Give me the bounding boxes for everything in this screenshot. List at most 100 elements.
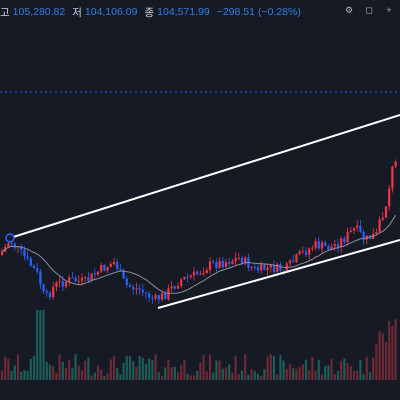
volume-bar bbox=[87, 357, 90, 380]
volume-bar bbox=[26, 370, 29, 380]
candle-body bbox=[10, 243, 13, 245]
volume-bar bbox=[288, 364, 292, 380]
candle-body bbox=[384, 206, 388, 218]
candle-body bbox=[292, 260, 295, 263]
candle-body bbox=[173, 286, 176, 289]
volume-bar bbox=[381, 333, 384, 380]
volume-bar bbox=[64, 368, 68, 380]
volume-bar bbox=[125, 356, 128, 380]
low-value: 104,106.09 bbox=[84, 6, 138, 18]
candle-body bbox=[324, 242, 327, 247]
volume-bar bbox=[272, 355, 276, 380]
volume-bar bbox=[103, 375, 106, 380]
candle-body bbox=[122, 270, 125, 279]
volume-bar bbox=[128, 356, 132, 380]
volume-bar bbox=[180, 364, 183, 380]
volume-bar bbox=[119, 374, 122, 380]
candle-body bbox=[125, 278, 128, 285]
volume-bar bbox=[253, 371, 256, 380]
volume-bar bbox=[282, 360, 285, 380]
volume-bar bbox=[106, 373, 109, 380]
volume-bars bbox=[0, 310, 397, 380]
volume-bar bbox=[151, 360, 154, 380]
candle-body bbox=[119, 269, 122, 271]
volume-bar bbox=[240, 370, 244, 380]
volume-bar bbox=[212, 372, 215, 380]
volume-bar bbox=[298, 366, 301, 380]
candle-body bbox=[228, 262, 231, 265]
volume-bar bbox=[186, 373, 189, 380]
candle-body bbox=[359, 225, 362, 232]
candle-body bbox=[61, 281, 64, 287]
high-value: 105,280.82 bbox=[12, 6, 66, 18]
settings-icon[interactable]: ⚙ bbox=[344, 4, 354, 15]
candle-body bbox=[260, 264, 263, 271]
volume-bar bbox=[384, 342, 388, 380]
volume-bar bbox=[250, 369, 253, 380]
volume-bar bbox=[317, 359, 320, 380]
volume-bar bbox=[215, 360, 218, 380]
candle-body bbox=[288, 260, 292, 264]
candle-body bbox=[141, 289, 144, 293]
candle-body bbox=[144, 292, 148, 294]
volume-bar bbox=[55, 373, 58, 380]
volume-bar bbox=[93, 372, 96, 380]
candle-body bbox=[375, 232, 378, 234]
candle-body bbox=[266, 267, 269, 270]
candle-body bbox=[109, 264, 112, 268]
volume-bar bbox=[164, 367, 167, 380]
candle-body bbox=[135, 288, 138, 290]
candle-body bbox=[7, 243, 10, 247]
candle-body bbox=[77, 280, 80, 282]
volume-bar bbox=[359, 360, 362, 380]
volume-bar bbox=[208, 354, 212, 380]
volume-bar bbox=[23, 369, 26, 380]
candle-body bbox=[269, 264, 272, 268]
volume-bar bbox=[340, 360, 343, 380]
volume-bar bbox=[247, 374, 250, 380]
plus-icon[interactable]: + bbox=[386, 5, 392, 15]
volume-bar bbox=[96, 365, 100, 380]
upper-trendline[interactable] bbox=[9, 114, 400, 239]
square-icon[interactable]: ◻ bbox=[365, 4, 373, 15]
volume-bar bbox=[365, 356, 368, 380]
candle-body bbox=[394, 161, 397, 167]
candle-body bbox=[349, 230, 352, 233]
lower-trendline[interactable] bbox=[157, 239, 400, 309]
volume-bar bbox=[0, 370, 4, 380]
candle-body bbox=[205, 270, 208, 274]
candle-body bbox=[151, 297, 154, 299]
volume-bar bbox=[84, 360, 87, 380]
volume-bar bbox=[36, 310, 39, 380]
candle-body bbox=[378, 219, 381, 233]
volume-bar bbox=[154, 354, 157, 380]
candle-body bbox=[282, 270, 285, 272]
volume-bar bbox=[394, 319, 397, 380]
candle-body bbox=[346, 232, 349, 243]
candle-body bbox=[244, 257, 247, 264]
low-label: 저 bbox=[72, 6, 82, 19]
volume-bar bbox=[378, 331, 381, 380]
close-value: 104,571.99 bbox=[157, 6, 210, 18]
ohlc-legend: 고 105,280.82 저 104,106.09 종 104,571.99 −… bbox=[0, 2, 301, 22]
candle-body bbox=[52, 287, 55, 298]
candle-body bbox=[55, 282, 58, 288]
volume-bar bbox=[320, 374, 324, 380]
volume-bar bbox=[279, 355, 282, 380]
volume-bar bbox=[346, 363, 349, 380]
volume-bar bbox=[20, 371, 23, 380]
candle-body bbox=[330, 246, 333, 250]
volume-bar bbox=[266, 356, 269, 380]
volume-bar bbox=[221, 368, 224, 380]
volume-bar bbox=[61, 361, 64, 380]
volume-bar bbox=[157, 372, 160, 380]
change-percent: (−0.28%) bbox=[257, 6, 301, 18]
candle-body bbox=[164, 293, 167, 300]
candle-body bbox=[317, 241, 320, 249]
volume-bar bbox=[167, 359, 170, 380]
close-label: 종 bbox=[144, 6, 155, 19]
volume-bar bbox=[45, 361, 48, 380]
candle-body bbox=[36, 268, 39, 272]
trendline-anchor-handle[interactable] bbox=[5, 233, 15, 243]
